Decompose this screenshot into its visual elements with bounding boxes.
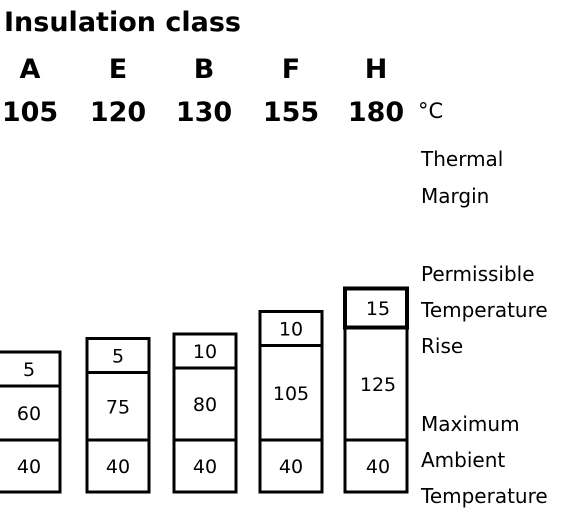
class-max-temperature: 120 bbox=[90, 97, 146, 128]
legend-ambient-line: Temperature bbox=[420, 484, 548, 508]
diagram-title: Insulation class bbox=[4, 7, 241, 38]
class-max-temperature: 180 bbox=[348, 97, 404, 128]
temperature-unit: °C bbox=[418, 99, 443, 123]
class-column-outline bbox=[0, 350, 62, 494]
class-letter: A bbox=[20, 54, 41, 85]
class-letter: B bbox=[194, 54, 215, 85]
temperature-rise-value: 60 bbox=[17, 403, 41, 425]
legend-ambient-line: Ambient bbox=[421, 448, 505, 472]
class-column-outline bbox=[258, 310, 324, 494]
temperature-rise-value: 80 bbox=[193, 394, 217, 416]
legend-temperature-rise-line: Rise bbox=[421, 334, 463, 358]
class-column-outline bbox=[85, 337, 151, 494]
thermal-margin-value: 10 bbox=[279, 319, 303, 341]
legend-temperature-rise: Permissible Temperature Rise bbox=[420, 262, 548, 358]
temperature-rise-value: 75 bbox=[106, 396, 130, 418]
class-max-temperature: 155 bbox=[263, 97, 319, 128]
ambient-temperature-value: 40 bbox=[193, 456, 217, 478]
legend-temperature-rise-line: Permissible bbox=[421, 262, 535, 286]
legend-thermal-margin-line: Margin bbox=[421, 184, 489, 208]
legend-temperature-rise-line: Temperature bbox=[420, 298, 548, 322]
ambient-temperature-value: 40 bbox=[366, 456, 390, 478]
ambient-temperature-value: 40 bbox=[17, 456, 41, 478]
thermal-margin-value: 15 bbox=[366, 298, 390, 320]
thermal-margin-value: 5 bbox=[23, 359, 35, 381]
class-columns: A 105 5 60 40 E 120 5 75 40 B 130 10 80 40 F 155 10 105 40 H… bbox=[0, 54, 409, 494]
thermal-margin-value: 5 bbox=[112, 346, 124, 368]
class-letter: F bbox=[282, 54, 300, 85]
temperature-rise-value: 105 bbox=[273, 383, 309, 405]
legend-thermal-margin: Thermal Margin bbox=[420, 147, 503, 208]
legend-ambient-line: Maximum bbox=[421, 412, 520, 436]
thermal-margin-box bbox=[343, 286, 409, 330]
class-max-temperature: 105 bbox=[2, 97, 58, 128]
legend-ambient: Maximum Ambient Temperature bbox=[420, 412, 548, 508]
class-letter: H bbox=[365, 54, 388, 85]
ambient-temperature-value: 40 bbox=[106, 456, 130, 478]
class-max-temperature: 130 bbox=[176, 97, 232, 128]
temperature-rise-value: 125 bbox=[360, 374, 396, 396]
class-letter: E bbox=[109, 54, 127, 85]
thermal-margin-value: 10 bbox=[193, 341, 217, 363]
ambient-temperature-value: 40 bbox=[279, 456, 303, 478]
class-column-outline bbox=[172, 332, 238, 494]
legend-thermal-margin-line: Thermal bbox=[420, 147, 503, 171]
